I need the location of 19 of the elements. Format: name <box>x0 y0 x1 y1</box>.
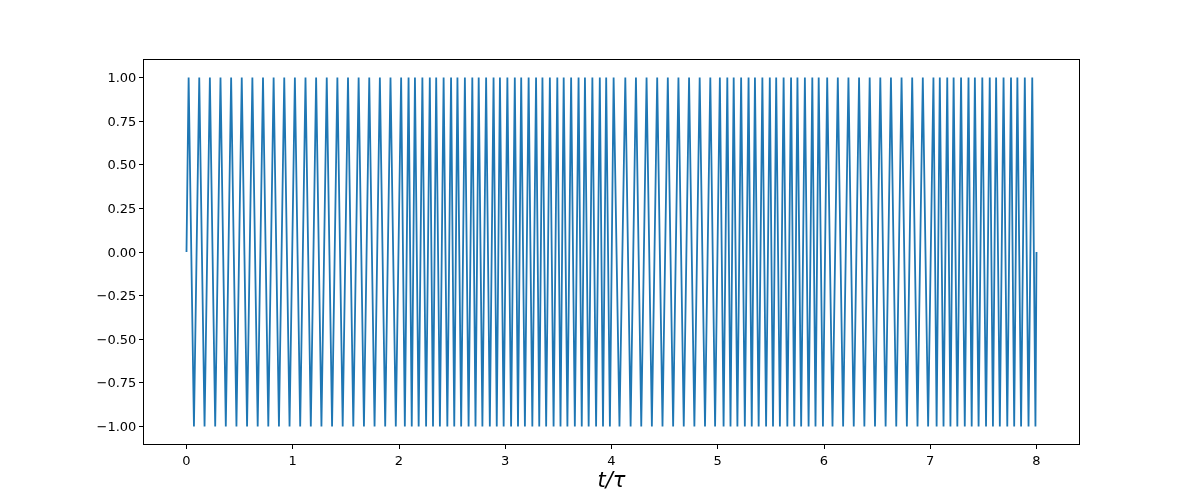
x-tick-label: 5 <box>713 452 722 468</box>
y-tick-label: −0.25 <box>96 288 137 304</box>
x-axis-title: t/τ <box>597 467 626 492</box>
y-tick-label: 0.50 <box>107 157 137 173</box>
y-tick-label: −0.50 <box>96 331 137 347</box>
y-tick-label: 0.00 <box>107 244 137 260</box>
y-tick-label: −0.75 <box>96 375 137 391</box>
x-tick-label: 0 <box>182 452 191 468</box>
y-tick-label: 0.75 <box>107 113 137 129</box>
x-tick-label: 3 <box>501 452 510 468</box>
x-tick-label: 7 <box>926 452 935 468</box>
y-tick-label: 0.25 <box>107 200 137 216</box>
x-tick-label: 6 <box>819 452 829 468</box>
x-tick-label: 2 <box>394 452 404 468</box>
y-tick-label: 1.00 <box>107 70 137 85</box>
y-tick-label: −1.00 <box>96 419 137 435</box>
x-tick-label: 1 <box>288 452 297 468</box>
x-tick-label: 8 <box>1032 452 1041 468</box>
x-tick-label: 4 <box>607 452 616 468</box>
